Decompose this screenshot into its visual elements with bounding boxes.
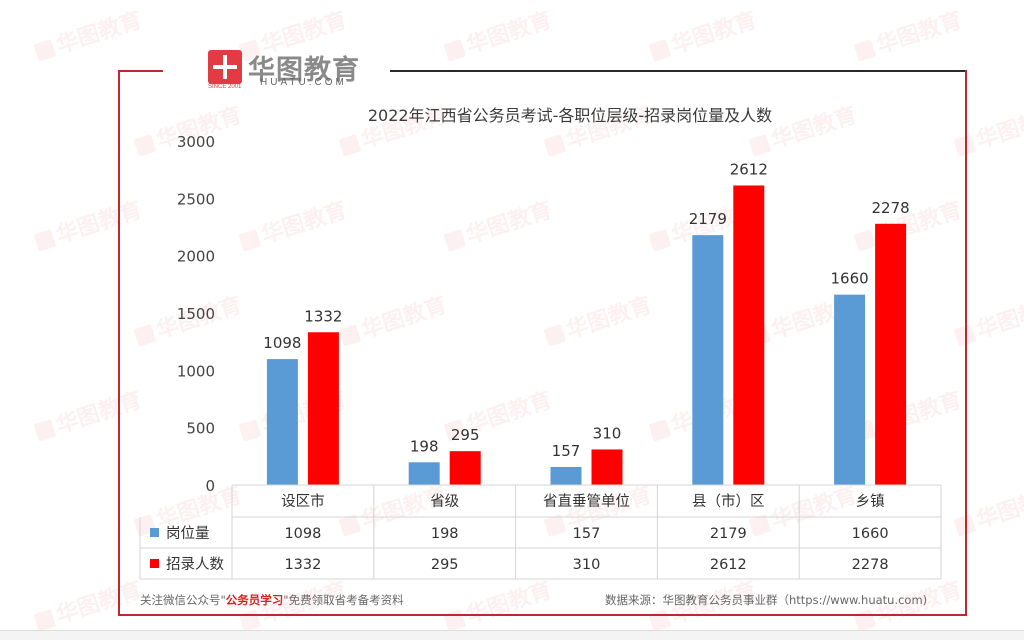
watermark-logo-icon [34,609,56,632]
watermark-logo-icon [444,419,466,442]
table-cell-value: 1332 [284,557,321,573]
brand-name-cn: 华图教育 [248,55,360,86]
watermark-logo-icon [649,39,671,62]
frame-top-left-line [118,70,163,72]
footer-source: 数据来源：华图教育公务员事业群（https://www.huatu.com) [605,593,928,607]
legend-swatch [150,528,159,537]
x-category-label: 县（市）区 [692,493,765,510]
watermark-logo-icon [239,39,261,62]
y-tick-label: 1000 [177,362,215,380]
frame-bottom-line [118,614,967,616]
y-tick-label: 2000 [177,248,215,266]
watermark-logo-icon [649,229,671,252]
footer-suffix: "免费领取省考备考资料 [283,593,404,607]
x-category-label: 省直垂管单位 [543,493,630,510]
bottom-strip [0,630,1024,640]
frame-left-line [118,70,120,616]
watermark-logo-icon [649,419,671,442]
data-label: 2179 [689,210,727,228]
watermark-logo-icon [954,324,976,347]
y-tick-label: 500 [186,420,215,438]
brand-logo: SINCE 2001 华图教育 HUATU.COM [208,50,388,90]
x-category-label: 省级 [430,493,459,510]
data-label: 198 [410,437,439,455]
watermark-logo-icon [954,134,976,157]
legend-series-name: 招录人数 [166,556,224,573]
data-label: 1660 [831,270,869,288]
watermark-logo-icon [34,229,56,252]
brand-logo-icon [208,50,242,84]
y-tick-label: 0 [205,477,215,495]
table-cell-value: 310 [573,557,601,573]
y-tick-label: 3000 [177,133,215,151]
legend-series-name: 岗位量 [166,525,210,542]
table-cell-value: 157 [573,526,601,542]
watermark-logo-icon [339,514,361,537]
table-cell-value: 295 [431,557,459,573]
data-label: 2612 [730,160,768,178]
table-cell-value: 2278 [852,557,889,573]
bar-recruits [307,332,339,485]
y-tick-label: 2500 [177,190,215,208]
footer-prefix: 关注微信公众号" [140,593,226,607]
table-cell-value: 198 [431,526,459,542]
watermark-logo-icon [444,229,466,252]
watermark-logo-icon [544,324,566,347]
data-label: 1332 [304,307,342,325]
data-label: 1098 [263,334,301,352]
watermark-logo-icon [34,39,56,62]
bar-positions [408,462,440,485]
watermark-logo-icon [134,134,156,157]
watermark-logo-icon [339,134,361,157]
bar-recruits [733,185,765,485]
brand-since: SINCE 2001 [208,84,242,90]
watermark-logo-icon [444,39,466,62]
data-label: 310 [593,424,622,442]
frame-right-line [965,70,967,616]
table-cell-value: 1098 [284,526,321,542]
footer-highlight: 公务员学习 [225,593,284,607]
watermark-logo-icon [239,419,261,442]
bar-recruits [875,223,907,485]
footer-wechat-note: 关注微信公众号"公务员学习"免费领取省考备考资料 [140,592,404,608]
data-label: 2278 [872,199,910,217]
watermark-logo-icon [339,324,361,347]
watermark-logo-icon [854,229,876,252]
brand-name-en: HUATU.COM [260,77,347,88]
watermark-logo-icon [954,514,976,537]
table-cell-value: 2179 [710,526,747,542]
watermark-logo-icon [34,419,56,442]
watermark-logo-icon [749,134,771,157]
legend-swatch [150,559,159,568]
data-label: 157 [552,442,581,460]
bar-recruits [591,449,623,485]
watermark-logo-icon [239,229,261,252]
bar-positions [692,235,724,485]
bar-positions [550,466,582,485]
table-cell-value: 1660 [852,526,889,542]
watermark-logo-icon [544,514,566,537]
frame-top-right-line [390,70,967,72]
watermark-logo-icon [749,514,771,537]
watermark-logo-icon [134,324,156,347]
watermark-logo-icon [544,134,566,157]
y-tick-label: 1500 [177,305,215,323]
data-label: 295 [451,426,480,444]
chart-title: 2022年江西省公务员考试-各职位层级-招录岗位量及人数 [367,106,773,125]
x-category-label: 设区市 [281,493,325,510]
x-category-label: 乡镇 [856,493,885,510]
bar-recruits [449,451,481,485]
bar-positions [266,359,298,485]
bar-positions [834,294,866,485]
watermark-logo-icon [854,39,876,62]
table-cell-value: 2612 [710,557,747,573]
